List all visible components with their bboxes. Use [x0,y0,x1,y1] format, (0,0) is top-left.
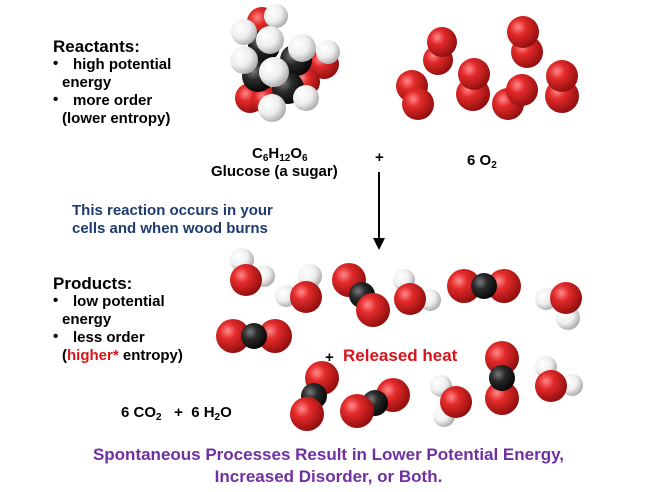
higher-highlight: higher* [67,347,119,364]
footer-caption: Spontaneous Processes Result in Lower Po… [0,444,657,488]
reactants-bullet-energy: • high potential energy [53,55,213,92]
glucose-molecule [230,4,340,122]
note-line2: cells and when wood burns [72,220,268,237]
products-equation: 6 CO2 + 6 H2O [121,404,232,423]
reactants-heading: Reactants: [53,37,140,56]
products-bullet-order: • less order (higher* entropy) [53,328,233,365]
products-energy-line2: energy [62,311,112,328]
footer-line1: Spontaneous Processes Result in Lower Po… [92,445,565,464]
glucose-name: Glucose (a sugar) [211,163,338,180]
products-order-line1: less order [73,329,145,346]
released-plus: + [325,349,334,366]
reactants-energy-line1: high potential [73,56,172,73]
products-bullet-energy: • low potential energy [53,292,213,329]
oxygen-molecules [396,16,579,120]
reaction-note: This reaction occurs in your cells and w… [72,202,273,238]
down-arrow-icon [373,172,385,250]
note-line1: This reaction occurs in your [72,202,273,219]
bullet-glyph: • [53,91,59,108]
products-heading: Products: [53,274,133,293]
reactants-order-line2: (lower entropy) [62,110,171,127]
footer-line2: Increased Disorder, or Both. [214,467,443,486]
bullet-glyph: • [53,55,59,72]
bullet-glyph: • [53,292,59,309]
reactants-order-line1: more order [73,92,153,109]
oxygen-formula: 6 O2 [467,152,497,171]
products-energy-line1: low potential [73,293,165,310]
reactants-energy-line2: energy [62,74,112,91]
bullet-glyph: • [53,328,59,345]
glucose-formula: C6H12O6 [252,145,308,164]
product-molecules [216,248,583,431]
products-order-line2: (higher* entropy) [62,347,183,364]
released-heat-label: Released heat [343,346,458,365]
plus-sign: + [375,149,384,166]
reactants-bullet-order: • more order (lower entropy) [53,91,223,128]
